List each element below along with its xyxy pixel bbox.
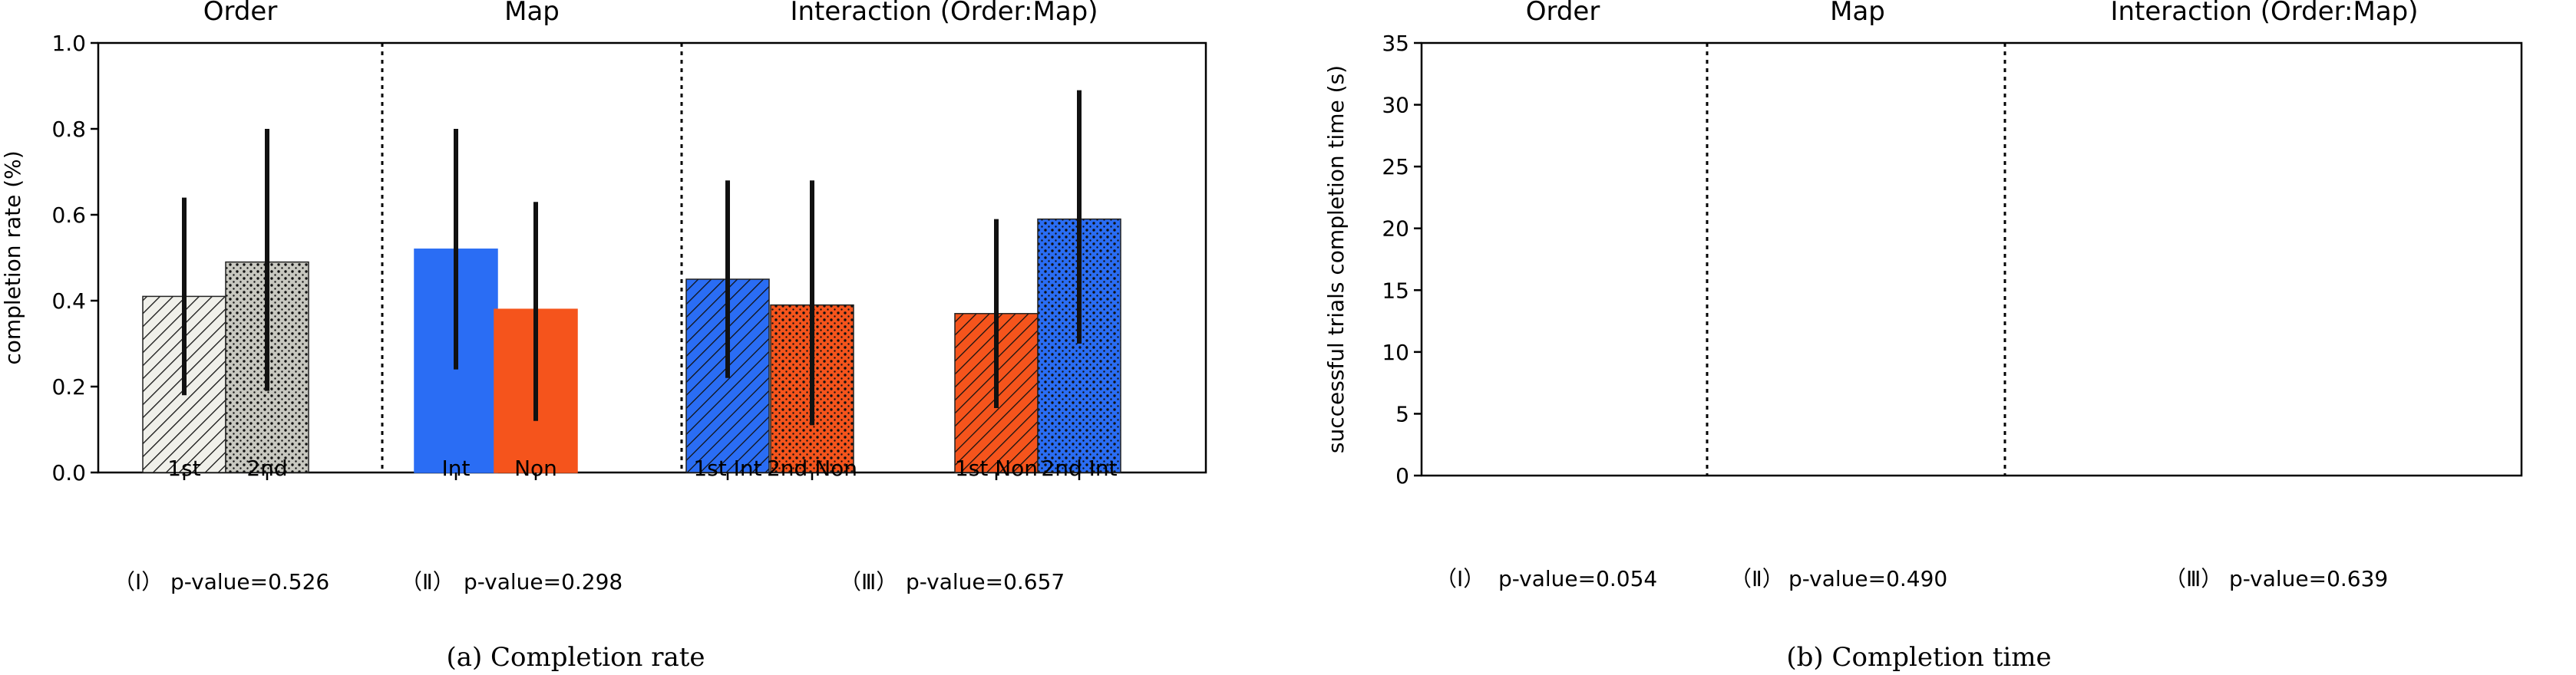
group-title-interaction: Interaction (Order:Map) bbox=[2110, 0, 2418, 27]
caption: (a) Completion rate bbox=[446, 642, 705, 673]
y-axis: 0.0 0.2 0.4 0.6 0.8 1.0 bbox=[51, 31, 98, 486]
x-tick-label: 2nd Non bbox=[767, 456, 857, 481]
p-value-interaction: p-value=0.657 bbox=[906, 569, 1065, 594]
p-value-map: p-value=0.298 bbox=[464, 569, 623, 594]
group-title-map: Map bbox=[504, 0, 560, 27]
x-tick-label: 2nd bbox=[246, 456, 287, 481]
x-tick-labels: 1st 2nd Int Non 1st Int 2nd Non 1st Non 2nd Int bbox=[167, 456, 1117, 481]
roman-numeral: （Ⅰ） bbox=[114, 569, 163, 594]
x-tick-label: 1st Int bbox=[693, 456, 761, 481]
x-tick-label: 2nd Int bbox=[1041, 456, 1117, 481]
group-title-order: Order bbox=[203, 0, 278, 27]
p-value-map: p-value=0.490 bbox=[1788, 566, 1947, 591]
x-tick-label: 1st Non bbox=[955, 456, 1038, 481]
plot-frame bbox=[97, 41, 1207, 474]
x-tick-label: 1st bbox=[167, 456, 200, 481]
group-title-interaction: Interaction (Order:Map) bbox=[790, 0, 1098, 27]
y-tick-label: 20 bbox=[1382, 216, 1409, 242]
p-value-order: p-value=0.526 bbox=[170, 569, 329, 594]
y-tick-label: 25 bbox=[1382, 154, 1409, 179]
caption: (b) Completion time bbox=[1786, 642, 2051, 673]
y-tick-label: 15 bbox=[1382, 278, 1409, 303]
roman-numeral: （Ⅲ） bbox=[840, 569, 897, 594]
y-tick-label: 0.8 bbox=[51, 117, 86, 142]
y-tick-label: 35 bbox=[1382, 31, 1409, 56]
roman-numeral: （Ⅱ） bbox=[1730, 566, 1784, 591]
y-tick-label: 0.0 bbox=[51, 460, 86, 486]
y-tick-label: 0.2 bbox=[51, 374, 86, 400]
y-tick-label: 0.4 bbox=[51, 288, 86, 314]
p-value-interaction: p-value=0.639 bbox=[2229, 566, 2388, 591]
group-title-map: Map bbox=[1830, 0, 1885, 27]
y-axis: 0 5 10 15 20 25 30 35 bbox=[1382, 31, 1422, 489]
bars bbox=[142, 90, 1121, 473]
y-tick-label: 30 bbox=[1382, 93, 1409, 118]
y-tick-label: 0.6 bbox=[51, 202, 86, 228]
y-tick-label: 10 bbox=[1382, 340, 1409, 365]
roman-numeral: （Ⅲ） bbox=[2165, 566, 2222, 591]
y-tick-label: 5 bbox=[1395, 401, 1409, 426]
completion-rate-panel: completion rate (%) 0.0 0.2 0.4 0.6 0.8 1.0 O… bbox=[0, 0, 1207, 673]
y-tick-label: 0 bbox=[1395, 463, 1409, 489]
group-title-order: Order bbox=[1526, 0, 1600, 27]
completion-time-panel: successful trials completion time (s) 0 5… bbox=[1323, 0, 2523, 673]
plot-frame bbox=[1420, 41, 2523, 477]
x-tick-label: Int bbox=[442, 456, 471, 481]
p-value-order: p-value=0.054 bbox=[1498, 566, 1657, 591]
y-axis-label: successful trials completion time (s) bbox=[1323, 65, 1349, 453]
roman-numeral: （Ⅱ） bbox=[401, 569, 454, 594]
roman-numeral: （Ⅰ） bbox=[1435, 566, 1485, 591]
y-axis-label: completion rate (%) bbox=[0, 150, 25, 364]
x-tick-label: Non bbox=[514, 456, 557, 481]
y-tick-label: 1.0 bbox=[51, 31, 86, 56]
